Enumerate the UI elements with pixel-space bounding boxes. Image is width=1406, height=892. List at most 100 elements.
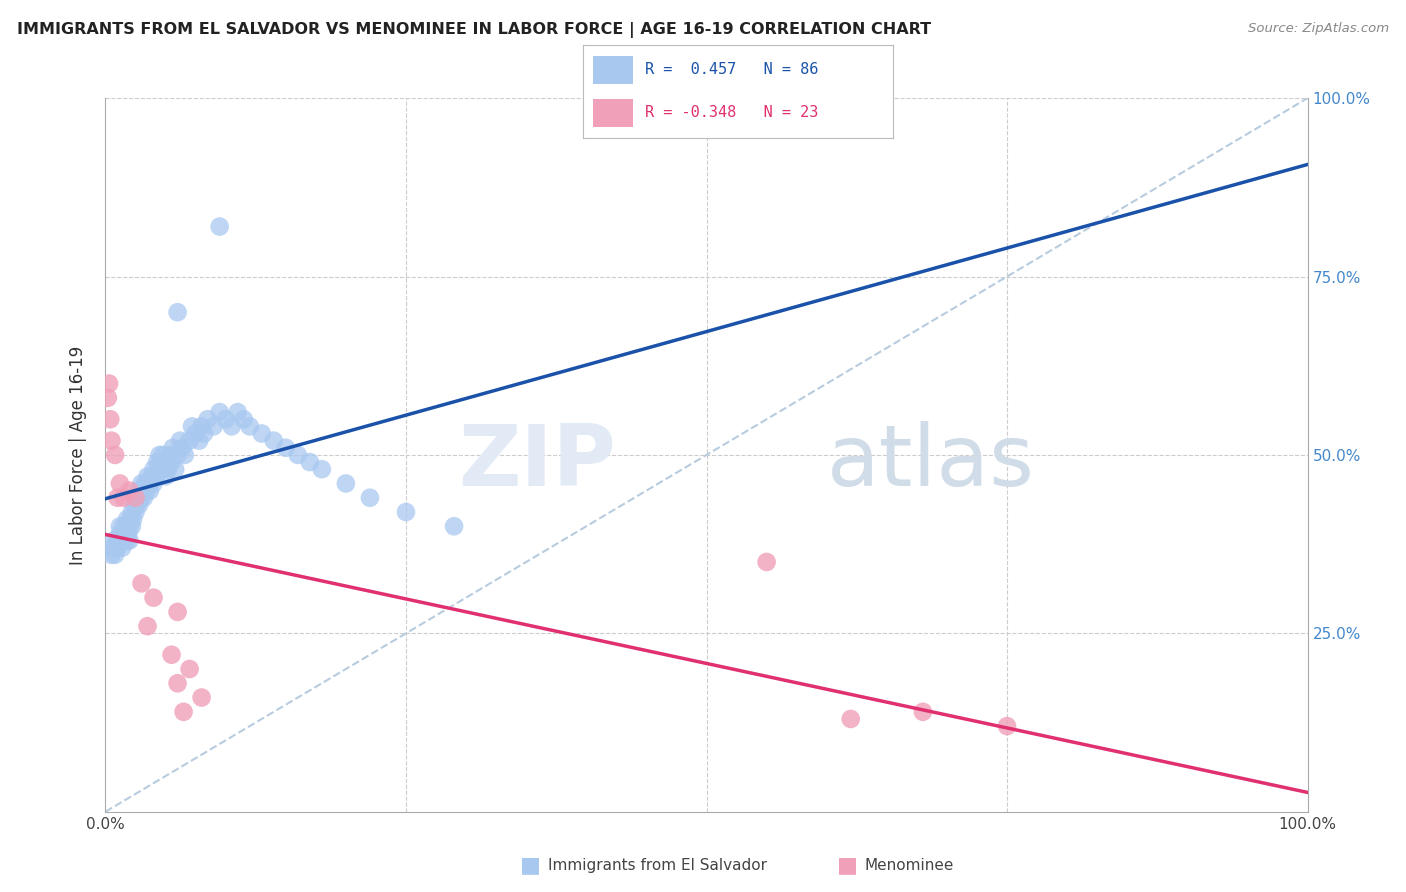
Point [112,491,135,505]
Text: R = -0.348   N = 23: R = -0.348 N = 23 [645,105,818,120]
Point [108,526,131,541]
Point [208,219,231,234]
Point [107,491,129,505]
Point [115,512,138,526]
Point [149,455,172,469]
Point [148,462,170,476]
Point [124,491,146,505]
Point [107,541,129,555]
Point [443,519,465,533]
Point [148,448,170,462]
Point [202,419,225,434]
Point [311,462,333,476]
Point [111,541,134,555]
Point [190,419,212,434]
Point [152,448,174,462]
Point [139,483,162,498]
Point [115,519,138,533]
Point [128,498,150,512]
Point [135,483,157,498]
Point [118,533,141,548]
Point [142,476,165,491]
Point [250,426,273,441]
Point [166,605,188,619]
Point [115,533,138,548]
Point [120,512,142,526]
Point [395,505,418,519]
Point [103,533,125,548]
Point [184,426,207,441]
Point [100,434,122,448]
Point [124,498,146,512]
Point [263,434,285,448]
Point [166,305,188,319]
Point [181,419,204,434]
Y-axis label: In Labor Force | Age 16-19: In Labor Force | Age 16-19 [69,345,87,565]
Point [221,419,243,434]
Point [179,434,201,448]
Text: Menominee: Menominee [865,858,955,872]
Point [97,391,120,405]
Point [172,441,194,455]
Point [112,533,135,548]
Text: R =  0.457   N = 86: R = 0.457 N = 86 [645,62,818,78]
Point [155,469,177,483]
Point [179,662,201,676]
Point [208,405,231,419]
Point [108,519,131,533]
Point [159,448,181,462]
Point [131,476,153,491]
Text: ZIP: ZIP [458,420,616,504]
Point [173,705,195,719]
Point [132,483,155,498]
Point [131,491,153,505]
Point [755,555,778,569]
Point [108,476,131,491]
Point [190,690,212,705]
Point [127,483,149,498]
Point [124,505,146,519]
Point [131,576,153,591]
Point [150,462,173,476]
Point [162,441,184,455]
Bar [593,99,633,127]
Point [335,476,357,491]
Point [101,541,124,555]
Point [112,519,135,533]
Point [298,455,321,469]
Point [122,512,145,526]
Point [173,448,195,462]
Point [100,548,122,562]
Point [166,448,188,462]
Point [128,491,150,505]
Text: Source: ZipAtlas.com: Source: ZipAtlas.com [1249,22,1389,36]
Point [121,519,143,533]
Point [214,412,236,426]
Point [169,434,191,448]
Text: atlas: atlas [827,420,1035,504]
Point [995,719,1018,733]
Point [138,476,160,491]
Point [287,448,309,462]
Point [107,533,129,548]
Text: Immigrants from El Salvador: Immigrants from El Salvador [548,858,768,872]
Point [156,462,179,476]
Point [118,519,141,533]
Point [142,462,165,476]
Point [132,491,155,505]
Point [104,548,127,562]
Point [117,526,139,541]
Point [911,705,934,719]
Text: ■: ■ [837,855,858,875]
Point [98,412,121,426]
Point [136,469,159,483]
Point [142,591,165,605]
Point [145,469,167,483]
Point [165,462,187,476]
Point [160,648,183,662]
Point [232,412,254,426]
Point [104,448,127,462]
Point [136,619,159,633]
Text: IMMIGRANTS FROM EL SALVADOR VS MENOMINEE IN LABOR FORCE | AGE 16-19 CORRELATION : IMMIGRANTS FROM EL SALVADOR VS MENOMINEE… [17,22,931,38]
Point [98,376,121,391]
